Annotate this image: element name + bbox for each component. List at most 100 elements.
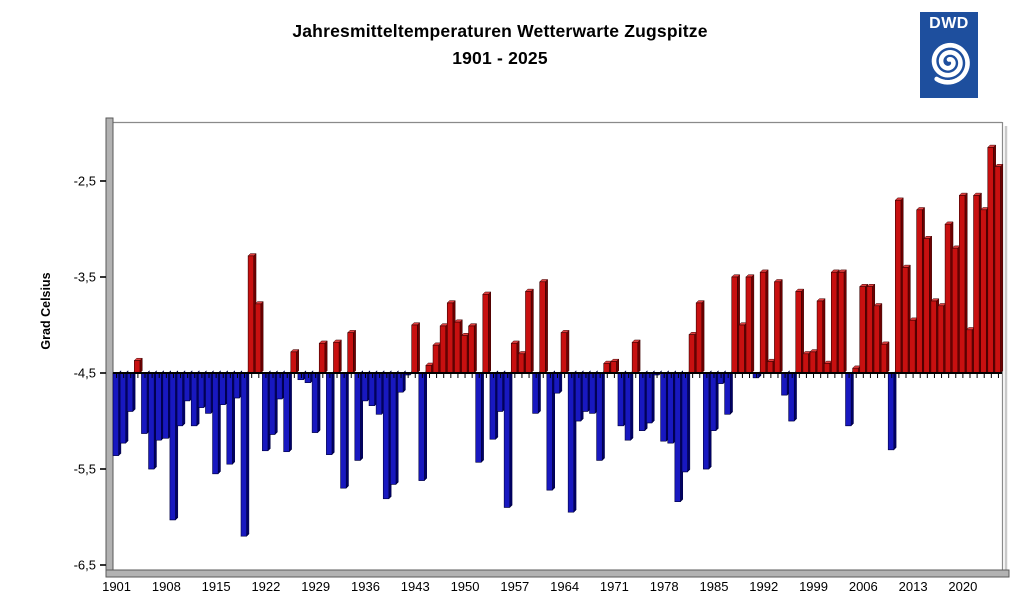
bar-1904 bbox=[133, 357, 143, 374]
bar-1978 bbox=[660, 370, 670, 442]
bar-front bbox=[510, 342, 518, 374]
bar-front bbox=[546, 372, 553, 491]
bar-1971 bbox=[610, 358, 620, 374]
x-tick-label: 2006 bbox=[849, 579, 878, 594]
bar-front bbox=[233, 372, 240, 399]
bar-1917 bbox=[226, 370, 236, 465]
bar-front bbox=[887, 372, 895, 451]
bar-front bbox=[368, 372, 375, 406]
bar-1993 bbox=[766, 358, 776, 374]
bar-front bbox=[660, 372, 667, 442]
bar-front bbox=[738, 324, 745, 374]
x-tick-label: 1957 bbox=[500, 579, 529, 594]
y-tick-label: -2,5 bbox=[74, 174, 96, 189]
bar-2022 bbox=[972, 192, 983, 374]
bar-front bbox=[831, 271, 838, 374]
bar-front bbox=[631, 341, 639, 374]
bar-front bbox=[880, 343, 888, 374]
bar-side bbox=[481, 370, 484, 463]
bar-1985 bbox=[709, 370, 719, 432]
bar-front bbox=[717, 372, 724, 384]
bar-2019 bbox=[951, 245, 961, 374]
bar-front bbox=[333, 341, 340, 374]
bar-front bbox=[254, 303, 262, 374]
bar-front bbox=[624, 372, 631, 441]
bar-side bbox=[317, 370, 321, 434]
bar-front bbox=[603, 363, 610, 374]
bar-front bbox=[247, 255, 255, 374]
bar-front bbox=[788, 372, 795, 422]
bar-front bbox=[582, 372, 589, 412]
bar-1988 bbox=[731, 274, 741, 374]
bar-1980 bbox=[674, 370, 684, 503]
bar-1956 bbox=[503, 370, 513, 509]
bar-front bbox=[951, 247, 959, 374]
bar-front bbox=[112, 372, 119, 456]
bar-1941 bbox=[396, 370, 406, 393]
bar-side bbox=[132, 370, 136, 413]
bar-front bbox=[262, 372, 269, 452]
bar-front bbox=[589, 372, 596, 414]
bar-front bbox=[297, 372, 304, 381]
bar-front bbox=[190, 372, 198, 427]
x-tick-label: 1908 bbox=[152, 579, 181, 594]
chart-title-line2: 1901 - 2025 bbox=[452, 48, 548, 68]
bar-side bbox=[779, 278, 783, 374]
bar-front bbox=[617, 372, 624, 427]
bar-1919 bbox=[240, 370, 250, 537]
bar-2018 bbox=[944, 221, 954, 374]
bar-2007 bbox=[866, 283, 876, 374]
x-tick-label: 1999 bbox=[799, 579, 828, 594]
x-tick-label: 1943 bbox=[401, 579, 430, 594]
bar-front bbox=[959, 195, 966, 374]
bar-front bbox=[269, 372, 276, 435]
bar-front bbox=[432, 344, 439, 374]
bar-side bbox=[893, 370, 897, 451]
spiral-path bbox=[931, 42, 970, 85]
bar-side bbox=[331, 370, 335, 456]
bar-2015 bbox=[923, 235, 933, 374]
bar-side bbox=[488, 291, 491, 374]
bar-2005 bbox=[852, 365, 862, 374]
bar-1953 bbox=[482, 291, 492, 374]
bar-1939 bbox=[382, 370, 392, 500]
x-tick-label: 1922 bbox=[251, 579, 280, 594]
y-tick-label: -6,5 bbox=[74, 558, 96, 573]
dwd-logo: DWD bbox=[920, 12, 978, 98]
x-tick-label: 1901 bbox=[102, 579, 131, 594]
bar-1925 bbox=[283, 370, 293, 453]
bar-2008 bbox=[873, 302, 883, 374]
bar-2000 bbox=[816, 298, 826, 374]
bar-front bbox=[390, 372, 397, 485]
left-wall bbox=[105, 117, 114, 578]
chart-title-line1: Jahresmitteltemperaturen Wetterwarte Zug… bbox=[292, 21, 708, 41]
x-tick-label: 2020 bbox=[948, 579, 977, 594]
bar-front bbox=[994, 166, 1001, 374]
bar-front bbox=[183, 372, 191, 402]
bar-1944 bbox=[418, 370, 428, 482]
bar-1976 bbox=[645, 370, 655, 424]
bar-front bbox=[162, 372, 169, 439]
bar-1935 bbox=[354, 370, 364, 461]
bar-front bbox=[518, 353, 525, 374]
bar-front bbox=[553, 372, 560, 394]
bar-front bbox=[326, 372, 333, 455]
bar-front bbox=[923, 238, 930, 374]
bar-1930 bbox=[318, 340, 328, 374]
bar-front bbox=[119, 372, 127, 444]
bar-2006 bbox=[859, 283, 869, 374]
bar-front bbox=[446, 302, 454, 374]
x-tick-label: 1978 bbox=[650, 579, 679, 594]
bar-front bbox=[802, 353, 809, 374]
bar-front bbox=[148, 372, 155, 470]
bar-1947 bbox=[439, 323, 449, 374]
bar-front bbox=[845, 372, 852, 427]
bar-2009 bbox=[880, 341, 890, 374]
bar-2016 bbox=[930, 298, 940, 374]
bar-front bbox=[425, 365, 432, 374]
bar-front bbox=[482, 293, 489, 374]
x-tick-label: 1929 bbox=[301, 579, 330, 594]
bar-1950 bbox=[460, 332, 471, 374]
bar-1981 bbox=[681, 370, 691, 473]
